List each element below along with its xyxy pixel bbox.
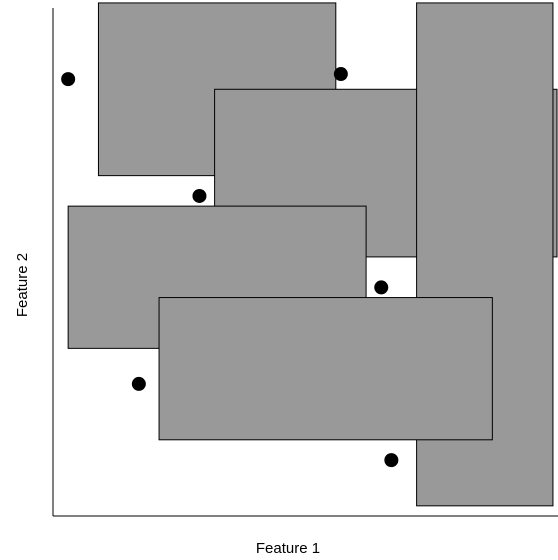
- data-point-4: [374, 280, 389, 295]
- data-point-5: [131, 376, 146, 391]
- point-layer: [61, 67, 399, 468]
- y-axis-label: Feature 2: [14, 253, 31, 317]
- data-point-2: [333, 67, 348, 82]
- region-rectangle-5: [158, 297, 493, 441]
- data-point-3: [192, 188, 207, 203]
- data-point-6: [384, 453, 399, 468]
- x-axis-label: Feature 1: [256, 540, 320, 557]
- rectangle-layer: [67, 2, 558, 507]
- data-point-1: [61, 72, 76, 87]
